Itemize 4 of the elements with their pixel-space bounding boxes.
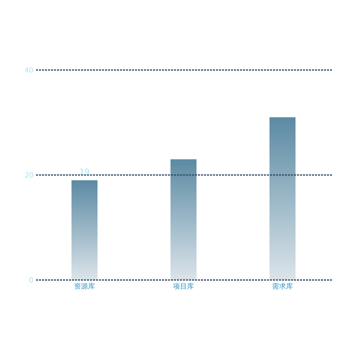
data-label: 19 [79,167,90,176]
bar [170,159,196,280]
bar [72,180,98,280]
bar [270,117,296,280]
